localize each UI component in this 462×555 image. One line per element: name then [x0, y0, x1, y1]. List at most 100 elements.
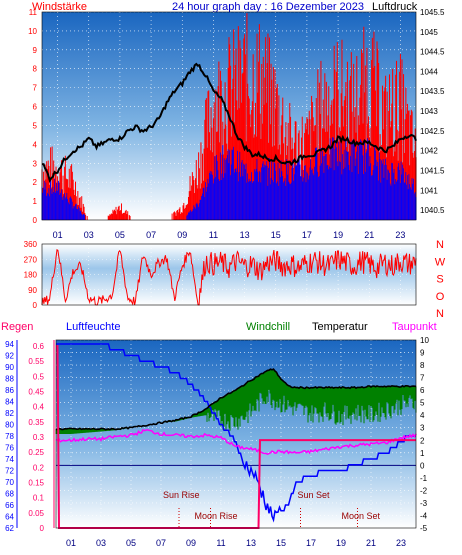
humidity-tick-label: 64	[5, 513, 14, 522]
x-tick-label: 03	[96, 538, 106, 548]
pressure-line	[41, 62, 417, 183]
x-tick-label: 01	[53, 230, 63, 240]
temperature-tick-label: 10	[420, 336, 429, 345]
x-tick-label: 13	[246, 538, 256, 548]
humidity-tick-label: 62	[5, 524, 14, 533]
humidity-tick-label: 86	[5, 386, 14, 395]
humidity-tick-label: 72	[5, 467, 14, 476]
x-tick-label: 17	[306, 538, 316, 548]
humidity-tick-label: 68	[5, 490, 14, 499]
pressure-tick-label: 1042.5	[420, 127, 445, 136]
x-tick-label: 05	[126, 538, 136, 548]
direction-tick-label: 180	[24, 271, 38, 280]
humidity-tick-label: 80	[5, 421, 14, 430]
temperature-tick-label: 7	[420, 374, 425, 383]
humidity-tick-label: 90	[5, 363, 14, 372]
rain-tick-label: 0.45	[28, 388, 44, 397]
wind-pressure-panel: 012345678910111040.510411041.510421042.5…	[28, 8, 445, 240]
x-tick-label: 23	[395, 230, 405, 240]
wind-tick-label: 0	[33, 216, 38, 225]
temperature-tick-label: -3	[420, 499, 428, 508]
humidity-line	[56, 343, 416, 523]
compass-label: N	[436, 308, 444, 320]
windchill-bars	[55, 368, 417, 434]
x-tick-label: 17	[302, 230, 312, 240]
event-label: Moon Rise	[195, 511, 238, 521]
humidity-tick-label: 88	[5, 375, 14, 384]
wind-axis-label: Windstärke	[32, 1, 87, 13]
pressure-tick-label: 1041	[420, 186, 438, 195]
page-title: 24 hour graph day : 16 Dezember 2023	[172, 1, 364, 13]
temperature-tick-label: 1	[420, 449, 425, 458]
plot-frame	[41, 11, 417, 221]
event-label: Sun Rise	[163, 490, 200, 500]
x-tick-label: 03	[84, 230, 94, 240]
rain-tick-label: 0.4	[33, 403, 45, 412]
event-label: Sun Set	[298, 490, 331, 500]
temperature-tick-label: 0	[420, 461, 425, 470]
x-tick-label: 13	[240, 230, 250, 240]
humidity-tick-label: 74	[5, 455, 14, 464]
rain-label: Regen	[1, 321, 33, 333]
wind-tick-label: 9	[33, 46, 38, 55]
temperature-tick-label: 9	[420, 349, 425, 358]
rain-tick-label: 0.05	[28, 509, 44, 518]
humidity-label: Luftfeuchte	[66, 321, 120, 333]
rain-tick-label: 0.15	[28, 479, 44, 488]
x-tick-label: 05	[115, 230, 125, 240]
humidity-tick-label: 76	[5, 444, 14, 453]
wind-tick-label: 11	[29, 8, 38, 17]
temperature-tick-label: -1	[420, 474, 428, 483]
dewpoint-line	[55, 428, 417, 456]
rain-tick-label: 0.3	[33, 433, 45, 442]
plot-frame	[41, 243, 417, 306]
compass-label: S	[436, 274, 443, 286]
temperature-tick-label: 8	[420, 361, 425, 370]
rain-tick-label: 0.5	[33, 372, 45, 381]
pressure-tick-label: 1044	[420, 67, 438, 76]
direction-tick-label: 360	[24, 240, 38, 249]
x-tick-label: 21	[366, 538, 376, 548]
x-tick-label: 01	[66, 538, 76, 548]
humidity-tick-label: 70	[5, 478, 14, 487]
pressure-tick-label: 1043.5	[420, 87, 445, 96]
wind-tick-label: 10	[28, 27, 37, 36]
pressure-tick-label: 1042	[420, 147, 438, 156]
rain-tick-label: 0.35	[28, 418, 44, 427]
temperature-tick-label: -2	[420, 486, 428, 495]
x-tick-label: 21	[364, 230, 374, 240]
x-tick-label: 15	[271, 230, 281, 240]
x-tick-label: 15	[276, 538, 286, 548]
humidity-tick-label: 92	[5, 352, 14, 361]
direction-tick-label: 90	[28, 286, 37, 295]
wind-tick-label: 3	[33, 159, 38, 168]
x-tick-label: 19	[333, 230, 343, 240]
pressure-axis-label: Luftdruck	[372, 1, 418, 13]
temperature-tick-label: 2	[420, 436, 425, 445]
temperature-tick-label: 4	[420, 411, 425, 420]
pressure-tick-label: 1045.5	[420, 8, 445, 17]
x-tick-label: 11	[209, 230, 218, 240]
humidity-tick-label: 66	[5, 501, 14, 510]
rain-tick-label: 0.2	[33, 463, 45, 472]
direction-tick-label: 0	[33, 301, 38, 310]
windchill-label: Windchill	[246, 321, 290, 333]
rain-tick-label: 0.55	[28, 357, 44, 366]
compass-label: N	[436, 239, 444, 251]
temperature-line	[55, 368, 417, 431]
event-label: Moon Set	[342, 511, 381, 521]
x-tick-label: 09	[186, 538, 196, 548]
compass-label: W	[435, 256, 446, 268]
plot-frame	[55, 339, 417, 529]
x-tick-label: 07	[156, 538, 166, 548]
temperature-tick-label: 6	[420, 386, 425, 395]
pressure-tick-label: 1044.5	[420, 48, 445, 57]
pressure-tick-label: 1045	[420, 28, 438, 37]
temperature-label: Temperatur	[312, 321, 368, 333]
wind-tick-label: 5	[33, 121, 38, 130]
wind-tick-label: 6	[33, 103, 38, 112]
rain-tick-label: 0.1	[33, 494, 45, 503]
